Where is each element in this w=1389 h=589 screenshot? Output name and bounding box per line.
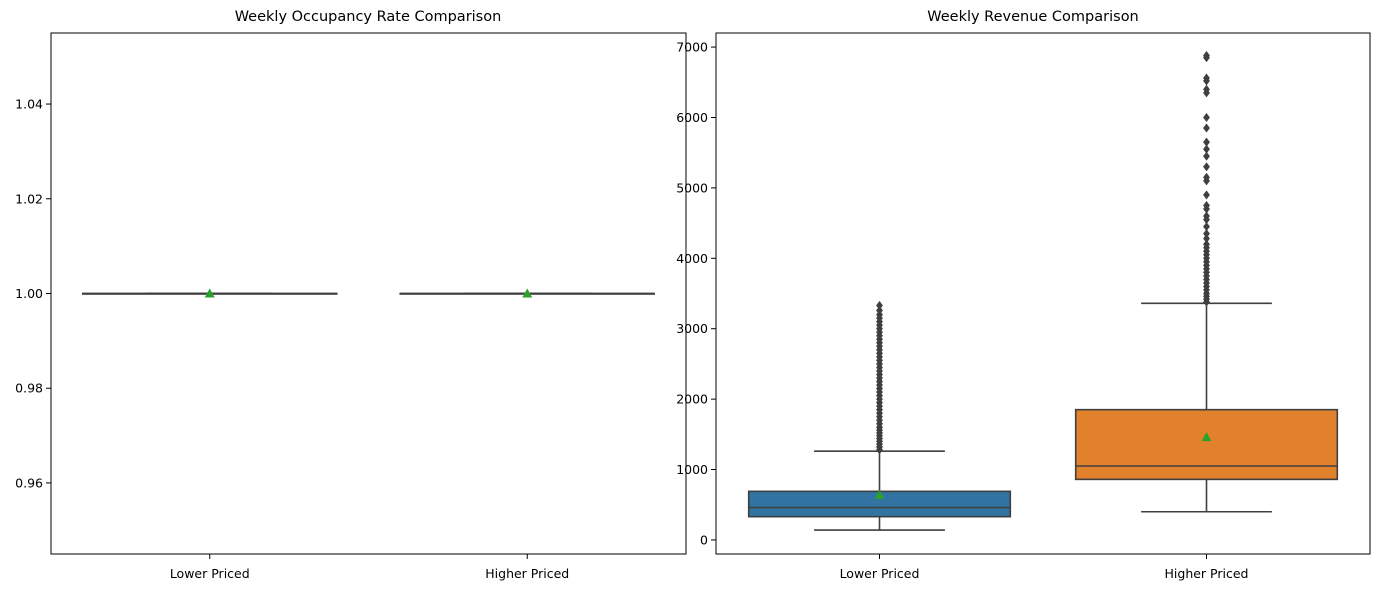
- mean-marker: [522, 288, 533, 298]
- outlier-point: [1203, 233, 1210, 244]
- occupancy-ytick-label: 0.96: [15, 475, 43, 490]
- outlier-point: [1203, 112, 1210, 123]
- revenue-xtick-label: Higher Priced: [1165, 566, 1249, 581]
- outlier-point: [876, 300, 883, 311]
- revenue-ytick-label: 2000: [676, 392, 708, 407]
- revenue-ytick-label: 6000: [676, 110, 708, 125]
- occupancy-xtick-label: Lower Priced: [170, 566, 250, 581]
- outlier-point: [1203, 200, 1210, 211]
- occupancy-xtick-label: Higher Priced: [485, 566, 569, 581]
- revenue-box-lower-priced: [747, 300, 1012, 531]
- revenue-xtick-label: Lower Priced: [840, 566, 920, 581]
- outlier-point: [1203, 144, 1210, 154]
- outlier-point: [876, 305, 883, 316]
- revenue-box-higher-priced: [1074, 50, 1339, 513]
- outlier-point: [1203, 50, 1210, 61]
- outlier-point: [1203, 84, 1210, 94]
- outlier-point: [1203, 211, 1210, 221]
- revenue-chart-title: Weekly Revenue Comparison: [927, 9, 1139, 25]
- revenue-ytick-label: 1000: [676, 462, 708, 477]
- occupancy-ytick-label: 1.04: [15, 97, 43, 112]
- occupancy-box-higher-priced: [399, 288, 656, 298]
- occupancy-chart: Weekly Occupancy Rate Comparison 0.96 0.9…: [15, 9, 687, 581]
- outlier-point: [1203, 162, 1210, 172]
- revenue-chart: Weekly Revenue Comparison 0 1000 2000 3000 4…: [676, 9, 1371, 581]
- outlier-point: [1203, 239, 1210, 249]
- outlier-point: [1203, 172, 1210, 182]
- occupancy-ytick-label: 0.98: [15, 381, 43, 396]
- mean-marker: [204, 288, 215, 298]
- outlier-point: [1203, 190, 1210, 200]
- occupancy-box-lower-priced: [81, 288, 338, 298]
- revenue-ytick-label: 5000: [676, 180, 708, 195]
- revenue-ytick-label: 0: [700, 532, 708, 547]
- outlier-point: [1203, 229, 1210, 239]
- occupancy-chart-title: Weekly Occupancy Rate Comparison: [235, 9, 502, 25]
- outlier-point: [1203, 137, 1210, 147]
- revenue-ytick-label: 3000: [676, 321, 708, 336]
- box-body: [1074, 408, 1339, 481]
- mean-marker: [874, 489, 885, 499]
- mean-marker: [1201, 432, 1212, 442]
- outlier-point: [1203, 221, 1210, 232]
- outlier-point: [1203, 73, 1210, 83]
- occupancy-ytick-label: 1.02: [15, 191, 43, 206]
- occupancy-ytick-label: 1.00: [15, 286, 43, 301]
- revenue-axes-frame: [715, 32, 1371, 555]
- outlier-point: [1203, 151, 1210, 161]
- outlier-point: [1203, 123, 1210, 133]
- occupancy-axes-frame: [50, 32, 687, 555]
- revenue-ytick-label: 4000: [676, 251, 708, 266]
- revenue-ytick-label: 7000: [676, 40, 708, 55]
